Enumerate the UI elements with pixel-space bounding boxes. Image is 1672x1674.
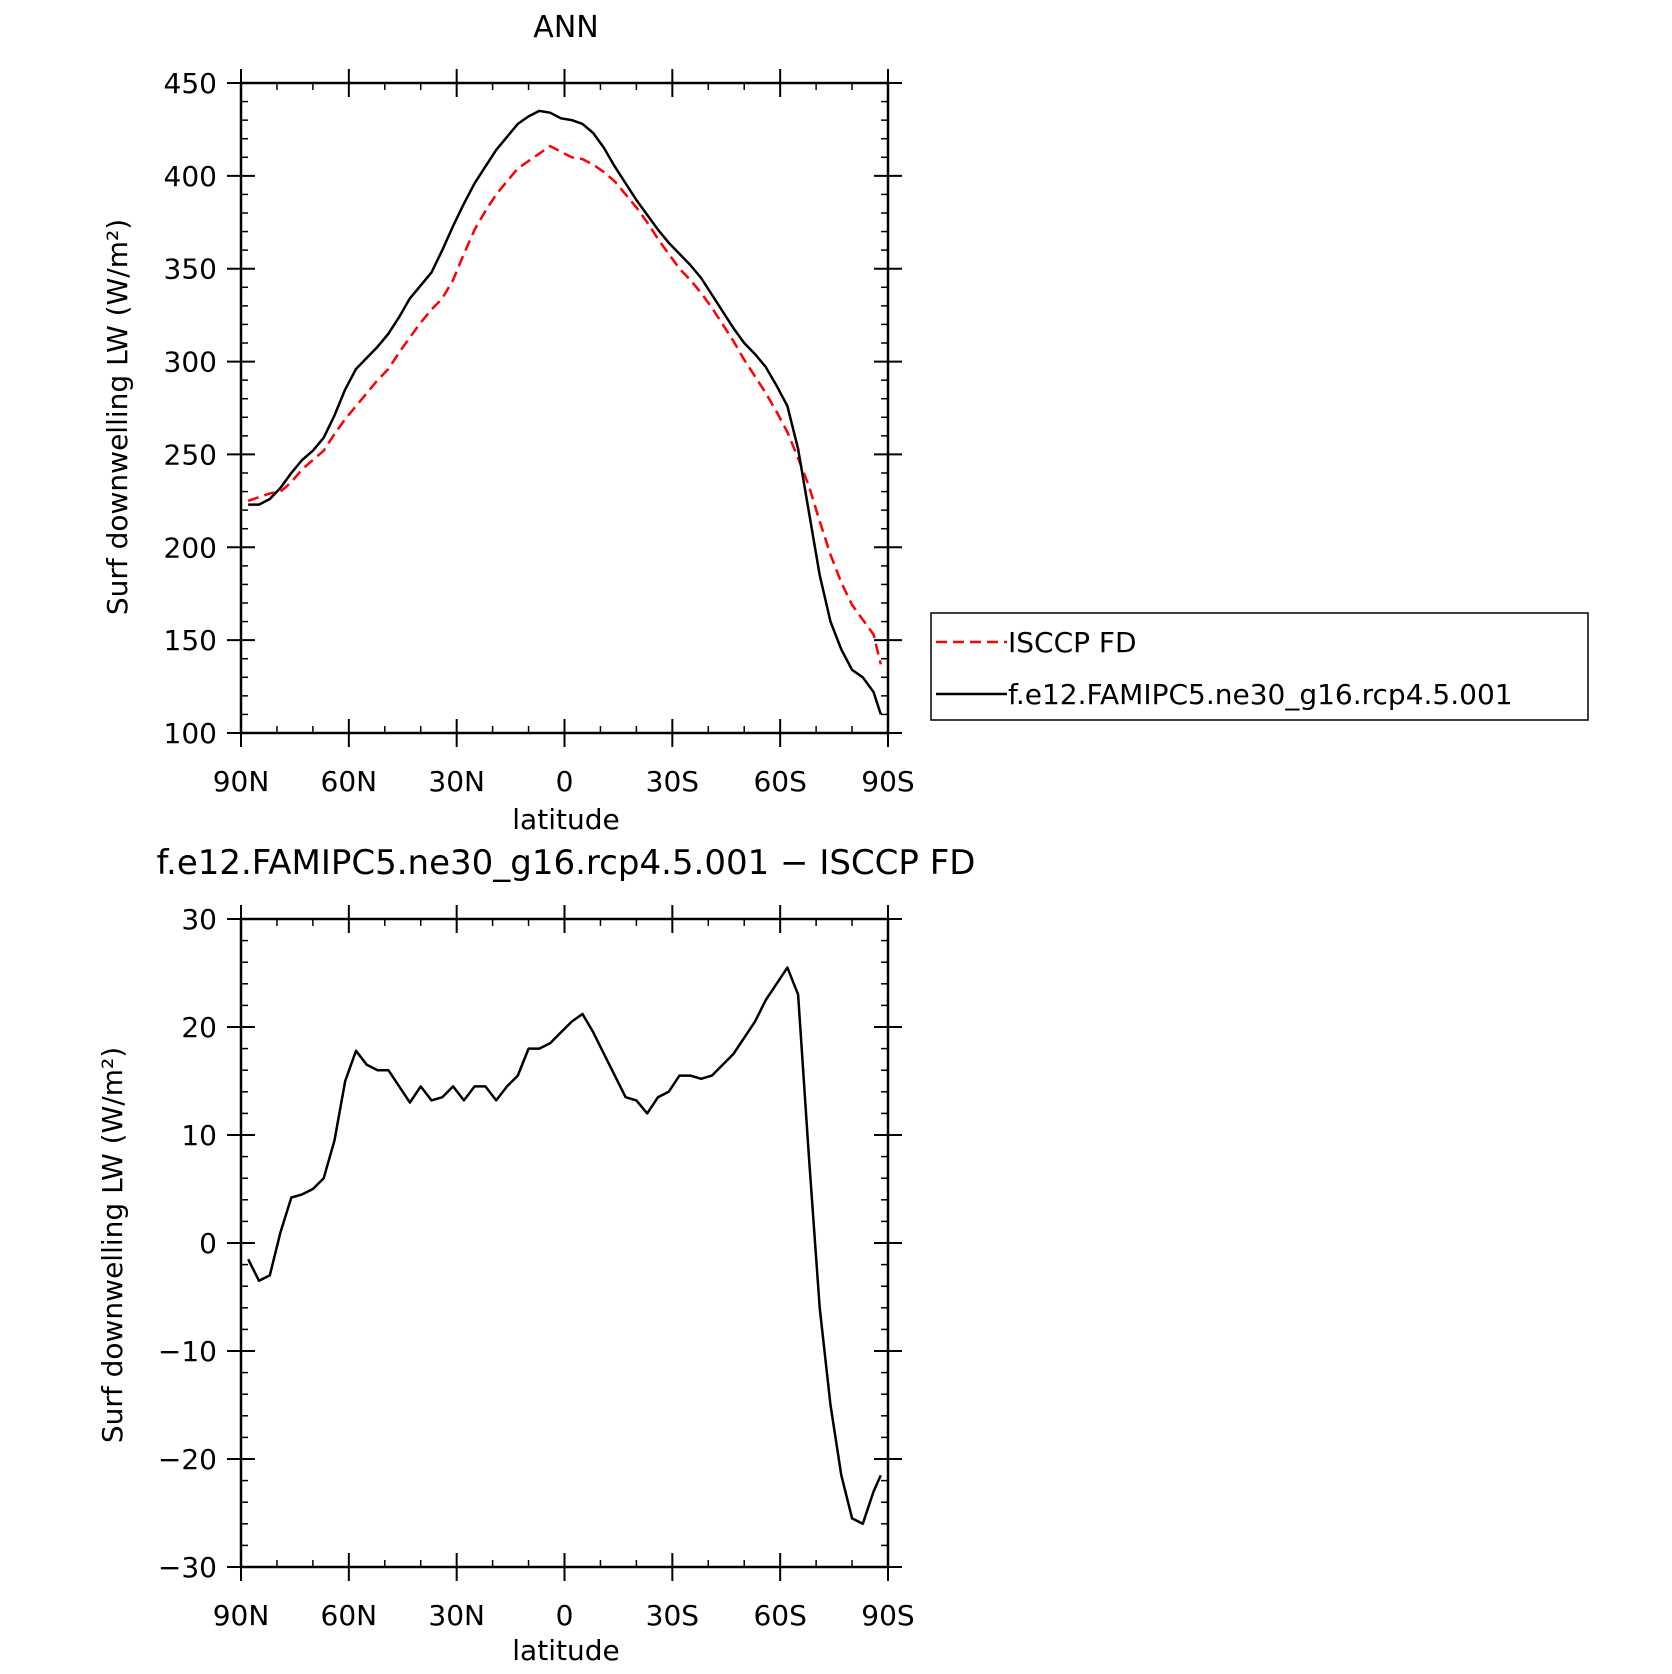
- x-tick-label: 0: [556, 1599, 574, 1632]
- series-line-f-e12-famipc5-ne30-g16-rcp4-5-001: [248, 109, 882, 715]
- top-chart: ANN Surf downwelling LW (W/m²) latitude …: [101, 10, 915, 836]
- bottom-chart: f.e12.FAMIPC5.ne30_g16.rcp4.5.001 − ISCC…: [96, 843, 975, 1667]
- x-tick-label: 30S: [646, 1599, 699, 1632]
- y-tick-label: 200: [164, 531, 217, 564]
- legend-label-isccp: ISCCP FD: [1008, 626, 1137, 659]
- top-chart-lines: [247, 109, 883, 715]
- bottom-chart-ylabel: Surf downwelling LW (W/m²): [96, 1047, 129, 1443]
- x-tick-label: 90N: [213, 1599, 270, 1632]
- y-tick-label: 10: [181, 1119, 217, 1152]
- y-tick-label: 450: [164, 67, 217, 100]
- y-tick-label: 0: [199, 1227, 217, 1260]
- x-tick-label: 60N: [321, 1599, 378, 1632]
- x-tick-label: 90N: [213, 765, 270, 798]
- bottom-chart-title: f.e12.FAMIPC5.ne30_g16.rcp4.5.001 − ISCC…: [157, 843, 976, 883]
- y-tick-label: −20: [158, 1443, 217, 1476]
- x-tick-label: 60S: [753, 765, 806, 798]
- bottom-chart-lines: [247, 966, 882, 1526]
- x-tick-label: 60N: [321, 765, 378, 798]
- top-chart-ticks: 100 150 200 250 300 350 400 450 90N 60N 30N 0 30S 60S…: [164, 67, 915, 798]
- x-tick-label: 30N: [428, 1599, 485, 1632]
- y-tick-label: 250: [164, 438, 217, 471]
- legend-label-model: f.e12.FAMIPC5.ne30_g16.rcp4.5.001: [1008, 678, 1513, 711]
- y-tick-label: 400: [164, 160, 217, 193]
- y-tick-label: −30: [158, 1551, 217, 1584]
- x-tick-label: 60S: [753, 1599, 806, 1632]
- series-line-isccp-fd: [247, 144, 883, 665]
- y-tick-label: −10: [158, 1335, 217, 1368]
- series-line-difference: [247, 966, 882, 1526]
- y-tick-label: 350: [164, 253, 217, 286]
- top-chart-frame: [239, 81, 890, 735]
- y-tick-label: 100: [164, 717, 217, 750]
- top-chart-title: ANN: [533, 10, 598, 45]
- bottom-chart-frame: [239, 917, 890, 1569]
- bottom-chart-xlabel: latitude: [512, 1634, 619, 1667]
- x-tick-label: 0: [556, 765, 574, 798]
- top-chart-ylabel: Surf downwelling LW (W/m²): [101, 219, 134, 615]
- x-tick-label: 90S: [861, 1599, 914, 1632]
- top-chart-xlabel: latitude: [512, 803, 619, 836]
- x-tick-label: 90S: [861, 765, 914, 798]
- y-tick-label: 30: [181, 903, 217, 936]
- legend-box: [930, 612, 1589, 721]
- x-tick-label: 30S: [646, 765, 699, 798]
- y-tick-label: 150: [164, 624, 217, 657]
- x-tick-label: 30N: [428, 765, 485, 798]
- y-tick-label: 300: [164, 346, 217, 379]
- legend: ISCCP FD f.e12.FAMIPC5.ne30_g16.rcp4.5.0…: [930, 612, 1589, 721]
- y-tick-label: 20: [181, 1011, 217, 1044]
